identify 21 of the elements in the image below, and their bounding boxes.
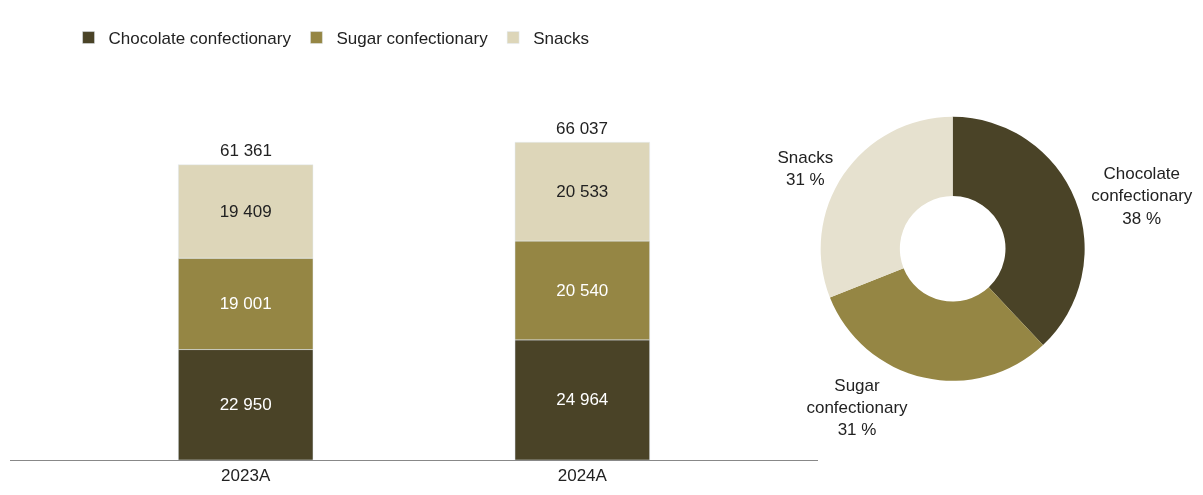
legend-label: Snacks — [533, 29, 589, 49]
x-tick-label: 2024A — [557, 466, 608, 486]
data-label: 22 950 — [219, 395, 272, 415]
data-label: 24 964 — [556, 390, 609, 410]
data-label: 20 533 — [556, 182, 609, 202]
legend-label: Sugar confectionary — [336, 29, 489, 49]
data-label: 31 % — [837, 420, 877, 440]
slice-label: Snacks — [777, 147, 834, 167]
total-label: 66 037 — [556, 119, 608, 138]
total-label: 61 361 — [220, 141, 272, 160]
donut-slice — [829, 268, 1044, 381]
data-label: 31 % — [785, 169, 825, 189]
data-label: 20 540 — [556, 280, 609, 300]
data-label: 19 001 — [219, 294, 272, 314]
slice-label: Sugar confectionary — [806, 376, 909, 418]
x-tick-label: 2023A — [221, 466, 271, 486]
donut-slice — [952, 116, 1085, 346]
legend-label: Chocolate confectionary — [108, 29, 292, 49]
data-label: 38 % — [1122, 208, 1162, 228]
slice-label: Chocolate confectionary — [1091, 164, 1193, 206]
data-label: 19 409 — [219, 201, 272, 221]
